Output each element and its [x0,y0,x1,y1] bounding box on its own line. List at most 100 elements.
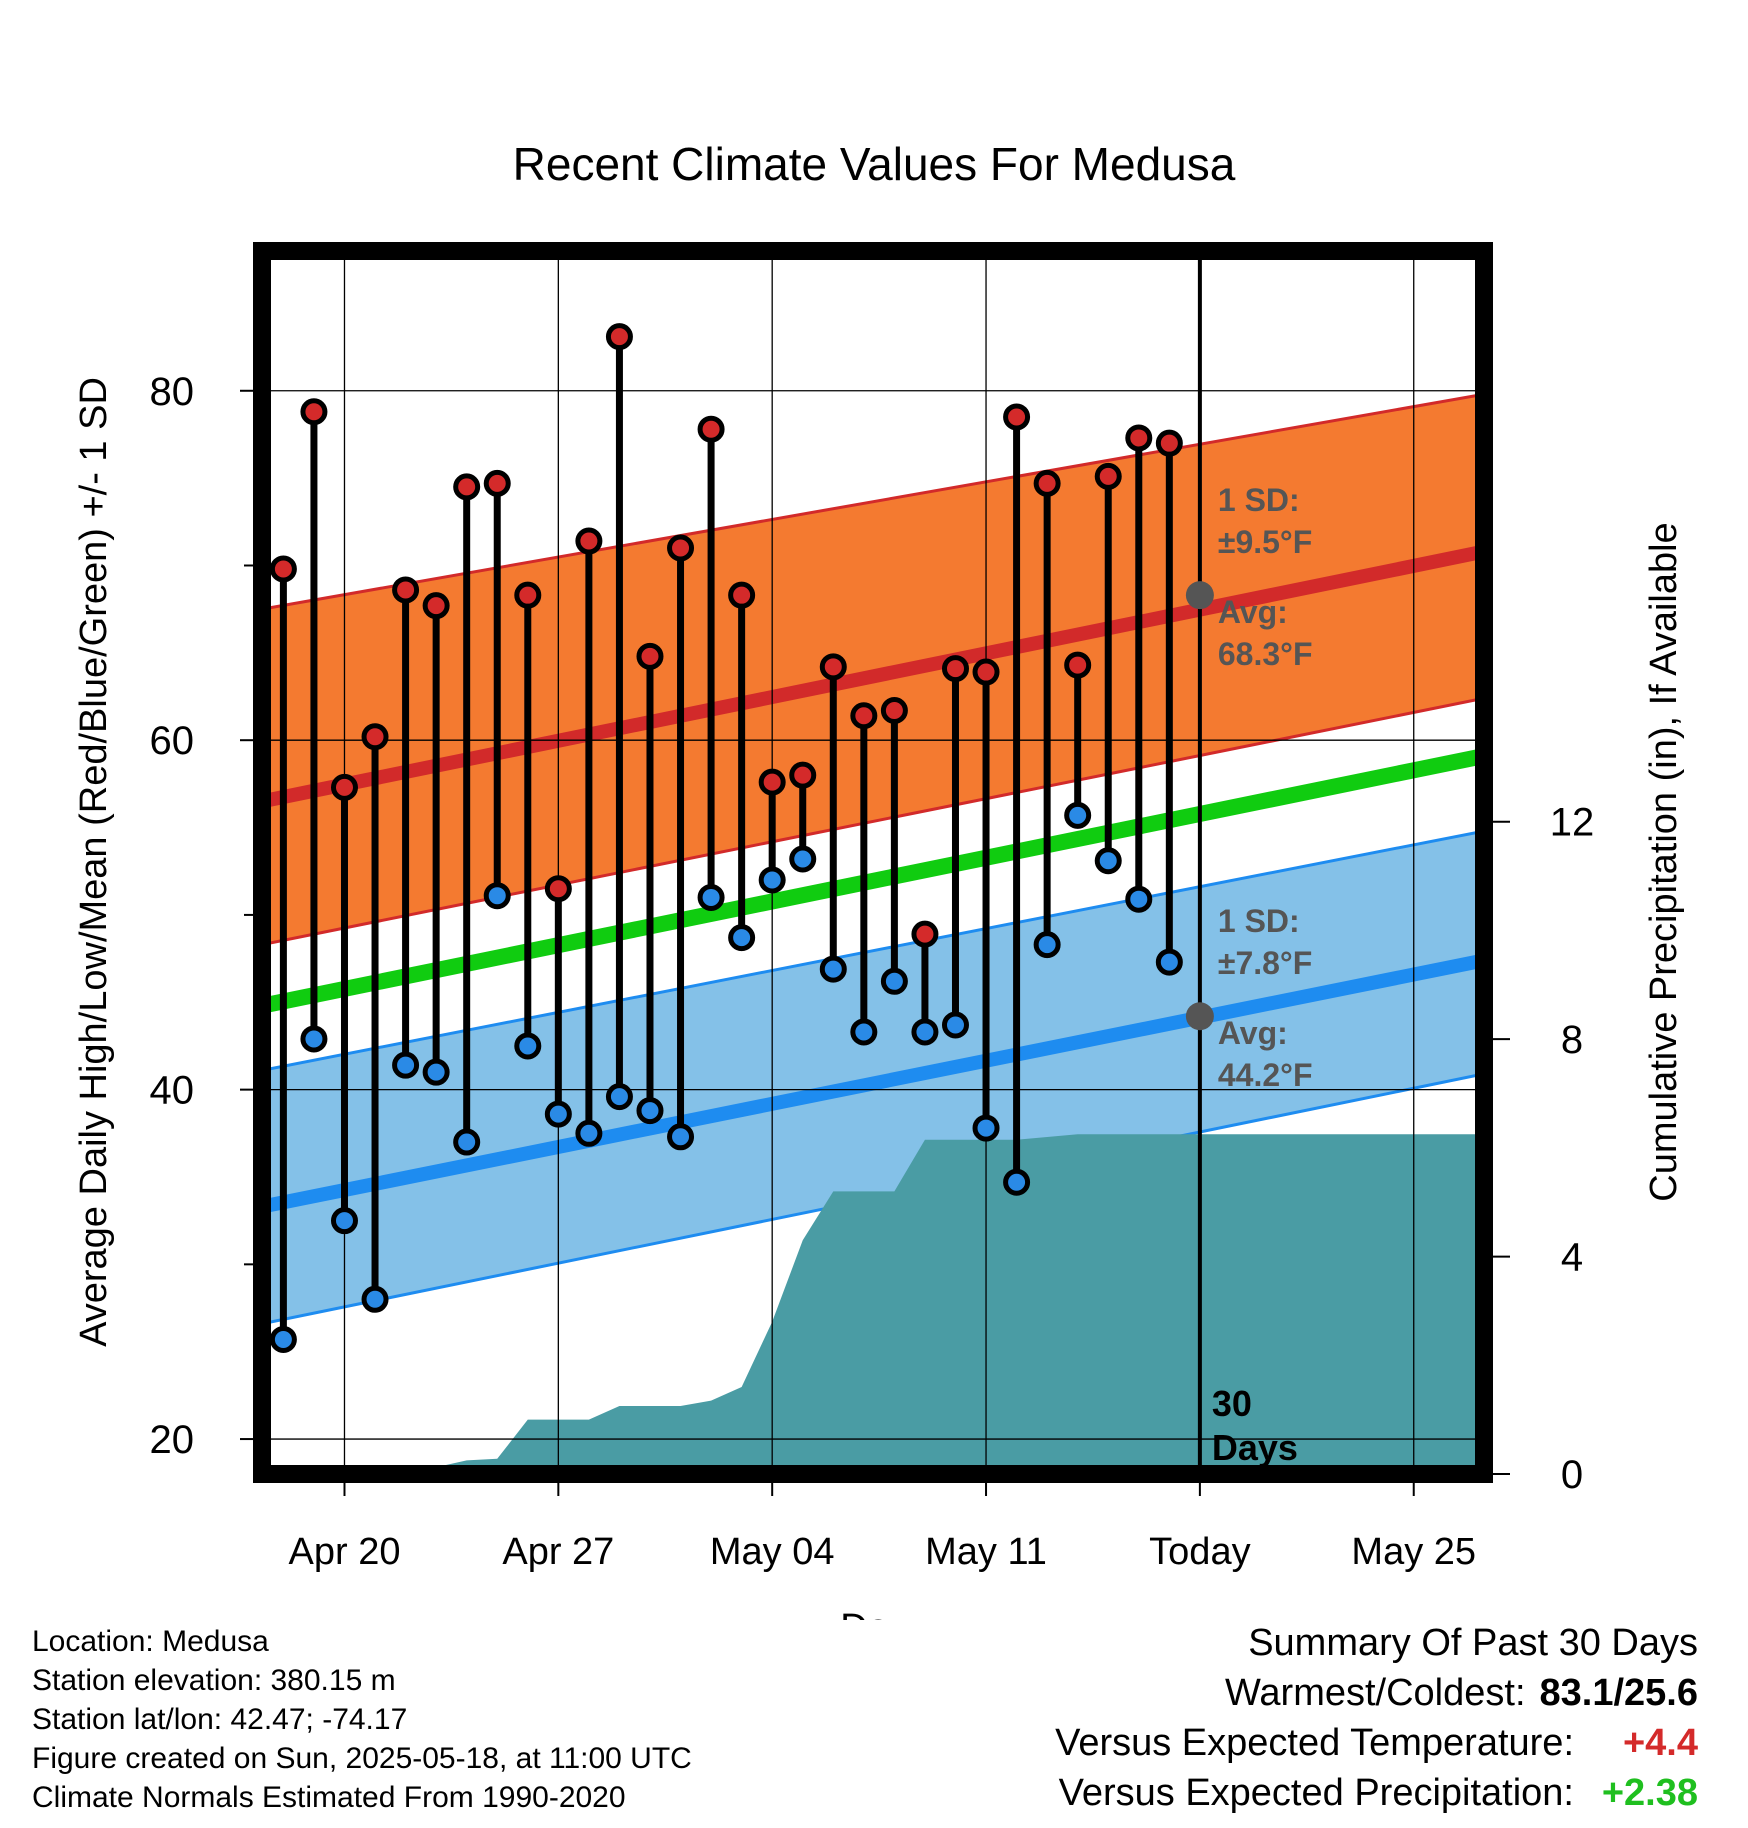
y-tick-label: 80 [150,370,195,414]
days-label-line2: Days [1212,1427,1298,1468]
temp-label: Versus Expected Temperature: [1055,1722,1574,1764]
high-avg-label-line2: 68.3°F [1218,636,1313,672]
daily-low-point [636,1097,664,1125]
daily-high-point [605,323,633,351]
days-label-line1: 30 [1212,1383,1252,1424]
daily-high-point [514,581,542,609]
y-tick-label: 60 [150,719,195,763]
daily-high-point [667,534,695,562]
climate-chart: Recent Climate Values For Medusa 1 SD: ±9… [73,138,1685,1620]
daily-high-point [453,473,481,501]
daily-low-point [789,845,817,873]
daily-high-point [544,875,572,903]
daily-low-point [605,1083,633,1111]
daily-low-point [453,1128,481,1156]
low-sd-label-line1: 1 SD: [1218,903,1300,939]
daily-high-point [1155,429,1183,457]
station-info: Location: Medusa Station elevation: 380.… [32,1622,692,1817]
y2-tick-label: 4 [1561,1236,1583,1280]
daily-low-point [728,924,756,952]
daily-low-point [911,1018,939,1046]
daily-high-point [1125,424,1153,452]
info-normals: Climate Normals Estimated From 1990-2020 [32,1781,626,1814]
x-tick-label: Apr 27 [502,1531,614,1573]
daily-high-point [1003,403,1031,431]
precip-value: +2.38 [1601,1772,1698,1814]
temp-value: +4.4 [1622,1722,1698,1764]
today-low-avg-point [1185,1002,1214,1031]
precip-area [262,1134,1484,1474]
daily-low-point [758,866,786,894]
daily-high-point [819,653,847,681]
daily-high-point [330,773,358,801]
y2-tick-label: 8 [1561,1018,1583,1062]
daily-low-point [300,1025,328,1053]
summary-warmest-row: Warmest/Coldest: 83.1/25.6 [1055,1668,1698,1718]
daily-low-point [483,882,511,910]
y-axis-label: Average Daily High/Low/Mean (Red/Blue/Gr… [73,377,115,1347]
daily-high-point [1033,469,1061,497]
daily-high-point [789,761,817,789]
x-tick-label: May 04 [710,1531,835,1573]
daily-low-point [269,1325,297,1353]
x-tick-label: May 25 [1351,1531,1476,1573]
daily-low-point [575,1119,603,1147]
daily-high-point [392,576,420,604]
normal-low-line [262,953,1484,1214]
high-sd-label-line1: 1 SD: [1218,482,1300,518]
daily-high-point [636,642,664,670]
daily-low-point [1003,1168,1031,1196]
low-avg-label-line2: 44.2°F [1218,1057,1313,1093]
daily-low-point [1033,931,1061,959]
daily-low-point [697,883,725,911]
daily-high-point [300,398,328,426]
daily-high-point [850,702,878,730]
info-elevation: Station elevation: 380.15 m [32,1664,396,1697]
info-latlon: Station lat/lon: 42.47; -74.17 [32,1703,408,1736]
high-avg-label-line1: Avg: [1218,594,1288,630]
daily-low-point [1094,847,1122,875]
daily-low-point [1125,885,1153,913]
chart-title: Recent Climate Values For Medusa [513,138,1236,190]
summary-precip-row: Versus Expected Precipitation: +2.38 [1055,1768,1698,1818]
y2-axis-label: Cumulative Precipitation (in), If Availa… [1643,522,1685,1201]
daily-high-point [941,655,969,683]
daily-low-point [819,955,847,983]
y2-tick-label: 0 [1561,1453,1583,1497]
daily-high-point [911,920,939,948]
daily-low-point [361,1285,389,1313]
daily-low-point [1064,801,1092,829]
daily-high-point [422,592,450,620]
summary-title: Summary Of Past 30 Days [1248,1622,1698,1664]
low-sd-label-line2: ±7.8°F [1218,945,1312,981]
daily-low-point [1155,948,1183,976]
x-tick-label: Today [1149,1531,1250,1573]
daily-low-point [422,1058,450,1086]
warmest-label: Warmest/Coldest: [1224,1672,1526,1714]
daily-low-point [392,1051,420,1079]
daily-high-point [483,469,511,497]
daily-high-point [880,696,908,724]
daily-low-point [941,1011,969,1039]
precip-label: Versus Expected Precipitation: [1058,1772,1574,1814]
summary-temp-row: Versus Expected Temperature: +4.4 [1055,1718,1698,1768]
y-tick-label: 20 [150,1418,195,1462]
y2-tick-label: 12 [1550,801,1595,845]
today-high-avg-point [1185,581,1214,610]
x-tick-label: May 11 [925,1531,1047,1573]
high-sd-label-line2: ±9.5°F [1218,524,1312,560]
info-location: Location: Medusa [32,1625,269,1658]
plot-frame [253,242,1493,1483]
daily-high-point [697,415,725,443]
daily-low-point [972,1114,1000,1142]
daily-high-point [728,581,756,609]
x-tick-label: Apr 20 [289,1531,401,1573]
low-avg-label-line1: Avg: [1218,1015,1288,1051]
daily-high-point [361,723,389,751]
daily-low-point [514,1032,542,1060]
daily-low-point [667,1123,695,1151]
daily-low-point [544,1100,572,1128]
daily-low-point [880,967,908,995]
daily-high-point [972,658,1000,686]
daily-high-point [1064,651,1092,679]
